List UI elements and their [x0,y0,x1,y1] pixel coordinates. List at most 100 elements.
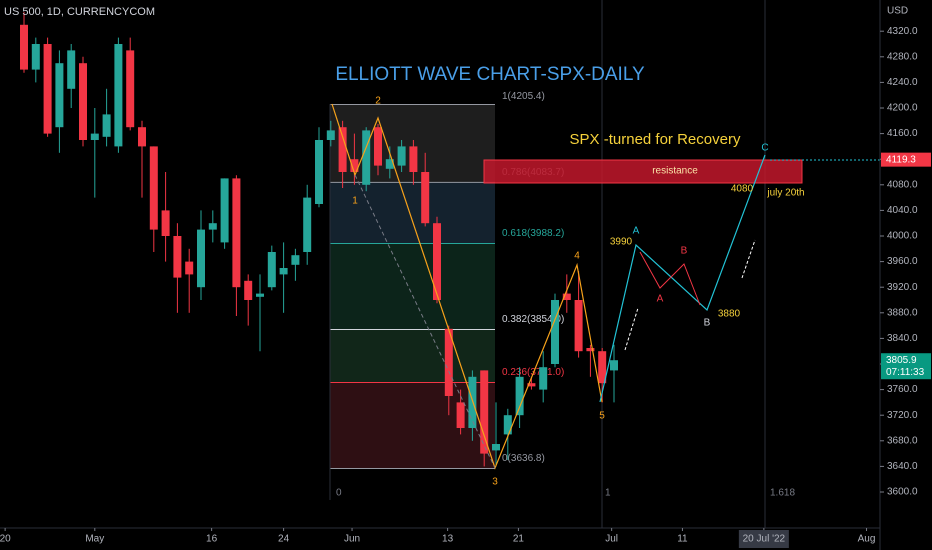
wave-label: B [704,318,711,329]
candle-body [43,44,52,134]
y-tick-label: 3960.0 [887,256,918,267]
candle-body [102,114,111,137]
candle-body [114,44,123,147]
candle-body [267,252,276,288]
wave-label: 4 [574,251,580,262]
fib-label: 0.382(3854.0) [502,314,564,325]
candle-body [492,444,500,451]
y-tick-label: 4040.0 [887,205,918,216]
fib-time-label: 1.618 [770,488,795,499]
candle-body [503,415,512,435]
candle-body [409,146,418,172]
x-tick-label: May [85,534,104,545]
y-tick-label: 4280.0 [887,51,918,62]
candle-body [456,402,465,428]
candle-body [291,255,300,265]
x-tick-label: 20 Jul '22 [743,534,786,545]
wave-label: B [681,246,688,257]
wave-label: A [657,294,664,305]
candle-body [527,383,536,387]
annotation: 3990 [610,237,633,248]
y-tick-label: 4320.0 [887,26,918,37]
candles [20,12,618,467]
candle-body [126,50,135,128]
x-tick-label: Jul [605,534,618,545]
candle-body [161,210,170,236]
x-tick-label: 21 [513,534,525,545]
wave-label: 2 [375,96,381,107]
candle-body [444,328,453,396]
candle-body [586,348,595,352]
axes: 3600.03640.03680.03720.03760.03800.03840… [0,26,931,548]
fib-time-label: 0 [336,488,342,499]
y-tick-label: 4240.0 [887,77,918,88]
candle-body [90,133,99,140]
resistance-zone [483,159,803,184]
candle-body [598,351,607,384]
elliott-wave [331,103,603,470]
candle-body [208,223,217,230]
candle-body [20,24,28,70]
candle-body [55,63,64,128]
fib-time-label: 1 [605,488,611,499]
candle-body [326,130,335,140]
wave-label: 5 [599,411,605,422]
x-tick-label: 24 [278,534,290,545]
wave-label: 3 [492,477,498,488]
y-tick-label: 4080.0 [887,179,918,190]
fib-zone [330,382,495,469]
y-tick-label: 3920.0 [887,282,918,293]
wave-label: C [761,143,768,154]
annotation: resistance [652,166,698,177]
fib-zone [330,329,495,383]
candle-body [67,50,76,89]
x-tick-label: 11 [677,534,688,545]
y-tick-label: 3760.0 [887,384,918,395]
sub-wave [639,251,701,306]
candle-body [515,376,524,416]
candle-body [31,44,40,70]
candle-body [256,293,264,297]
y-tick-label: 3880.0 [887,307,918,318]
candle-body [244,280,253,300]
y-tick-label: 3720.0 [887,410,918,421]
candle-body [303,197,312,252]
candle-body [173,236,182,278]
x-tick-label: 16 [206,534,218,545]
price-tag-label: 4119.3 [886,154,916,165]
x-cursor-box [738,530,789,548]
candle-body [397,146,406,166]
fib-label: 0.618(3988.2) [502,228,564,239]
trend-line [354,174,496,469]
candle-body [220,178,229,243]
y-tick-label: 4200.0 [887,103,918,114]
wave-label: 1 [352,196,358,207]
candle-body [315,140,323,204]
candle-body [562,293,571,300]
x-tick-label: 13 [442,534,454,545]
y-tick-label: 4160.0 [887,128,918,139]
candle-body [574,300,583,352]
candle-body [185,261,194,275]
price-tag [881,152,931,167]
candle-body [421,172,430,224]
candle-body [374,127,382,166]
candle-body [539,367,548,390]
candle-body [362,130,371,185]
annotation: 3880 [718,309,741,320]
candle-body [149,146,158,230]
candle-body [480,370,489,454]
candle-body [338,127,347,172]
candle-body [197,229,205,288]
fib-label: 1(4205.4) [502,91,545,102]
x-tick-label: 20 [0,534,11,545]
chart-title: ELLIOTT WAVE CHART-SPX-DAILY [335,64,645,85]
fib-label: 0(3636.8) [502,453,545,464]
x-tick-label: Aug [858,534,876,545]
candle-body [610,360,618,371]
y-tick-label: 3840.0 [887,333,918,344]
y-tick-label: 4000.0 [887,231,918,242]
fib-zone [330,182,495,244]
arrow [624,307,639,351]
candle-body [350,159,359,172]
